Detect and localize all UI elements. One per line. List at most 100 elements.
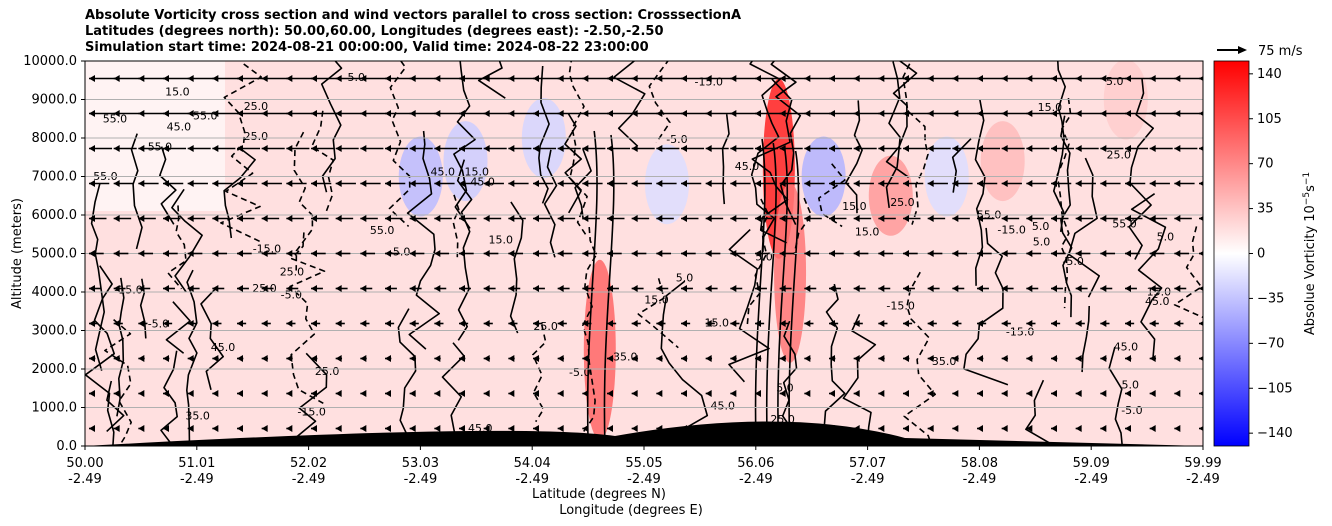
wind-vector-head [705,250,712,257]
wind-vector-head [385,285,391,292]
wind-vector-head [557,390,564,397]
wind-vector-head [311,110,317,117]
wind-vector-head [409,320,416,327]
wind-vector-head [508,250,515,257]
wind-vector-head [138,215,145,222]
wind-vector-head [656,75,663,82]
wind-vector-head [927,145,934,152]
wind-vector-head [1199,286,1203,291]
colorbar-tick-label: −70 [1257,336,1284,351]
wind-vector-head [237,145,243,152]
wind-vector-head [878,110,885,117]
wind-vector-head [360,180,367,187]
contour-line [388,61,411,227]
wind-vector-head [1125,250,1131,257]
wind-vector-head [508,215,515,222]
wind-vector-head [829,355,835,362]
wind-vector-head [1125,320,1131,327]
wind-vector-head [631,75,638,82]
wind-vector-head [1149,145,1156,152]
wind-vector-head [335,320,342,327]
contour-line [1108,346,1124,446]
x-tick-label-lon: -2.49 [1074,472,1108,487]
wind-vector-head [1100,145,1107,152]
wind-vector-head [1100,355,1107,362]
wind-vector-head [237,425,243,432]
contour-value-label: 25.0 [1107,149,1132,162]
wind-vector-head [261,110,268,117]
wind-vector-head [681,215,687,222]
wind-vector-head [335,215,342,222]
contour-value-label: 35.0 [932,355,957,368]
y-axis-label: Altitude (meters) [10,198,25,309]
colorbar-tick-label: −105 [1257,381,1293,396]
wind-vector-head [557,250,564,257]
wind-vector-head [952,75,959,82]
wind-vector-head [779,425,786,432]
x-tick-label-lat: 55.05 [625,456,662,471]
wind-vector-head [607,355,613,362]
wind-vector-head [138,355,145,362]
wind-vector-head [1075,110,1082,117]
wind-vector-head [483,355,490,362]
y-tick-label: 3000.0 [32,324,78,339]
wind-vector-head [385,425,391,432]
wind-vector-head [212,250,219,257]
wind-vector-head [1199,146,1203,151]
wind-vector-head [459,425,465,432]
wind-vector-head [89,425,95,432]
wind-vector-head [903,285,909,292]
wind-vector-head [681,75,687,82]
wind-vector-head [903,215,909,222]
wind-vector-head [261,320,268,327]
wind-vector-head [927,320,934,327]
colorbar-tick-label: 0 [1257,247,1265,262]
vorticity-field-low-region [85,61,225,211]
wind-vector-head [286,180,293,187]
contour-value-label: -5.0 [666,133,687,146]
contour-line [397,308,417,446]
wind-vector-head [681,145,687,152]
wind-vector-head [755,180,761,187]
wind-vector-head [730,145,737,152]
wind-vector-head [779,320,786,327]
wind-vector-head [212,390,219,397]
x-tick-label-lon: -2.49 [292,472,326,487]
wind-vector-head [335,355,342,362]
wind-vector-head [1026,355,1033,362]
wind-vector-head [286,390,293,397]
wind-vector-head [927,75,934,82]
chart-title-line-1: Absolute Vorticity cross section and win… [85,8,742,23]
wind-vector-head [1149,355,1156,362]
wind-vector-head [705,75,712,82]
wind-vector-head [187,250,194,257]
wind-vector-head [360,390,367,397]
wind-vector-head [681,355,687,362]
wind-vector-head [656,390,663,397]
wind-vector-head [903,75,909,82]
wind-vector-head [385,390,391,397]
contour-line [160,350,178,446]
colorbar-tick-label: 140 [1257,67,1282,82]
wind-vector-head [483,390,490,397]
x-tick-label-lon: -2.49 [739,472,773,487]
wind-vector-head [237,250,243,257]
wind-vector-head [779,355,786,362]
contour-value-label: 55.0 [103,113,128,126]
wind-vector-head [681,425,687,432]
wind-vector-head [1026,390,1033,397]
wind-vector-head [853,355,860,362]
wind-vector-head [779,180,786,187]
wind-vector-head [459,215,465,222]
wind-vector-head [508,320,515,327]
contour-line [1025,379,1057,446]
wind-vector-head [1051,250,1057,257]
wind-vector-head [138,250,145,257]
wind-vector-head [335,110,342,117]
contour-line [293,131,314,271]
wind-vector-head [878,250,885,257]
wind-vector-head [212,355,219,362]
contour-line [171,188,203,293]
wind-vector-head [483,425,490,432]
wind-vector-head [311,75,317,82]
